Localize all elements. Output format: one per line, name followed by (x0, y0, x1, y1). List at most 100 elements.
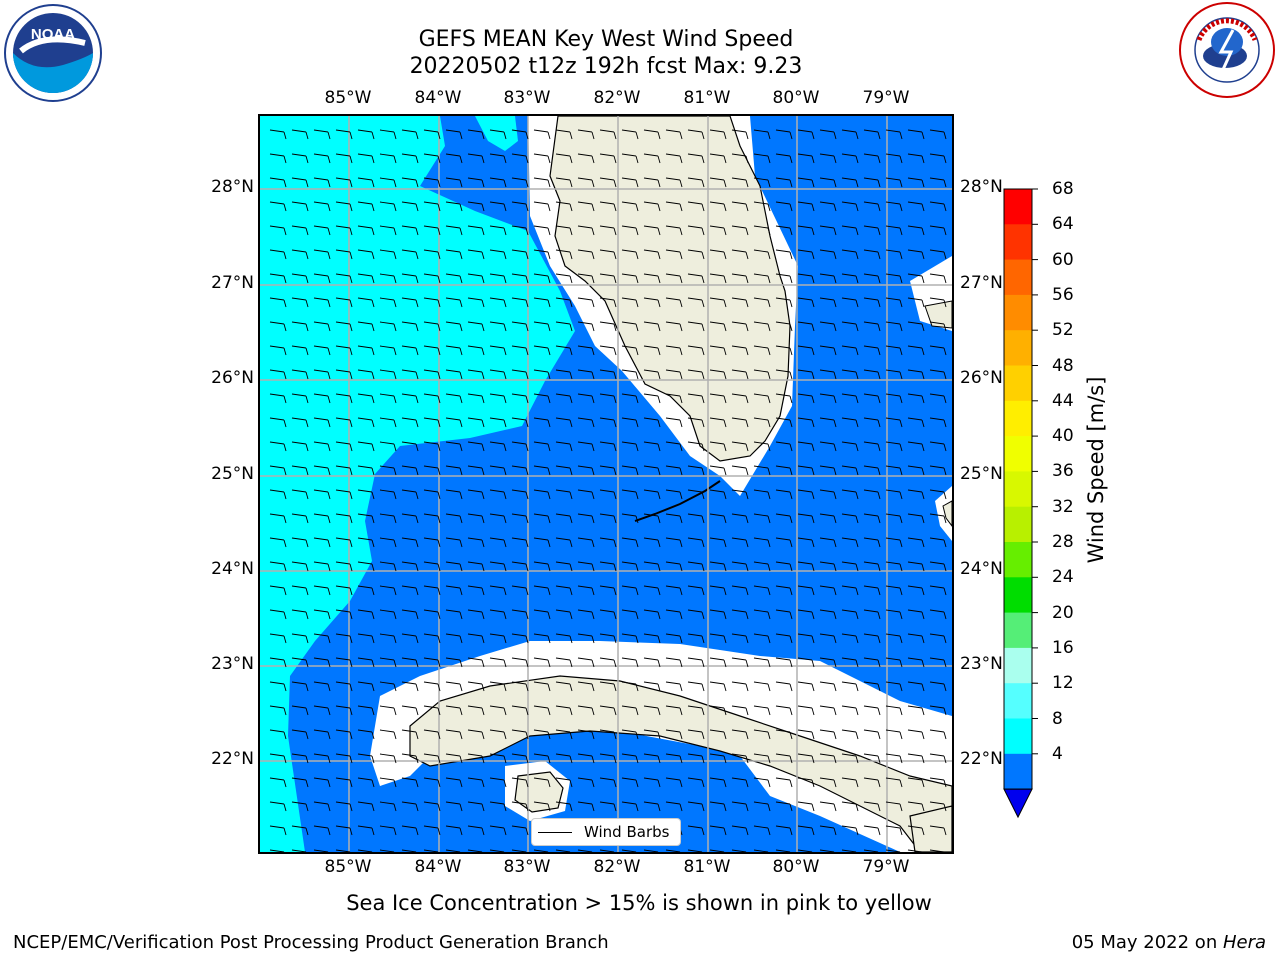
wind-barb (797, 369, 815, 380)
wind-barb (775, 537, 793, 548)
wind-barb (709, 417, 727, 428)
wind-barb (885, 393, 903, 404)
wind-barb (511, 657, 529, 668)
wind-barb (533, 561, 551, 572)
wind-barb (357, 273, 375, 284)
lon-label-bottom: 85°W (324, 857, 372, 877)
wind-barb (401, 225, 419, 236)
wind-barb (511, 225, 529, 236)
wind-barb (929, 537, 947, 548)
wind-barb (291, 753, 309, 764)
wind-barb (797, 753, 815, 764)
wind-barb (401, 201, 419, 212)
wind-barb (753, 561, 771, 572)
wind-barb (621, 369, 639, 380)
wind-barb (291, 297, 309, 308)
wind-barb (511, 321, 529, 332)
wind-barb (863, 441, 881, 452)
wind-barb (489, 705, 507, 716)
wind-barb (929, 609, 947, 620)
wind-barb (313, 849, 329, 852)
colorbar-segment (1004, 577, 1032, 614)
wind-barb (819, 729, 837, 740)
wind-barb (643, 633, 661, 644)
wind-barb (709, 561, 727, 572)
wind-barb (599, 585, 617, 596)
wind-barb (269, 297, 287, 308)
wind-barb (291, 609, 309, 620)
wind-barb (511, 825, 529, 836)
wind-barb (489, 513, 507, 524)
wind-barb (863, 321, 881, 332)
wind-barb (577, 681, 595, 692)
wind-barb (555, 177, 573, 188)
wind-barb (269, 249, 287, 260)
wind-barb (313, 441, 331, 452)
wind-barb (929, 825, 947, 836)
wind-barb (357, 153, 375, 164)
wind-barb (665, 777, 683, 788)
wind-barb (577, 201, 595, 212)
wind-barb (379, 705, 397, 716)
wind-barb (753, 729, 771, 740)
wind-barb (775, 153, 793, 164)
wind-barb (687, 201, 705, 212)
wind-barb (885, 585, 903, 596)
wind-barb (929, 777, 947, 788)
wind-barb (621, 561, 639, 572)
wind-barb (885, 273, 903, 284)
wind-barb (885, 681, 903, 692)
wind-barb (533, 417, 551, 428)
wind-barb (533, 537, 551, 548)
wind-barb (643, 513, 661, 524)
sea-ice-note: Sea Ice Concentration > 15% is shown in … (346, 891, 932, 915)
wind-barb (863, 633, 881, 644)
legend-line-swatch (538, 832, 572, 833)
wind-barb (423, 729, 441, 740)
wind-barb (291, 273, 309, 284)
wind-barb (665, 513, 683, 524)
wind-barb (621, 393, 639, 404)
wind-barb (379, 537, 397, 548)
wind-barb (665, 585, 683, 596)
wind-barb (291, 633, 309, 644)
wind-barb (665, 201, 683, 212)
colorbar-segment (1004, 189, 1032, 225)
land-grand-bahama (924, 300, 952, 329)
wind-barb (643, 705, 661, 716)
wind-barb (819, 513, 837, 524)
wind-barb (687, 153, 705, 164)
wind-barb (775, 369, 793, 380)
lat-label-left: 24°N (211, 559, 254, 579)
wind-barb (885, 849, 901, 852)
wind-barb (687, 777, 705, 788)
wind-barb (665, 465, 683, 476)
wind-barb (621, 681, 639, 692)
wind-barb (665, 657, 683, 668)
colorbar-segment (1004, 259, 1032, 296)
wind-barb (269, 753, 287, 764)
wind-barb (313, 729, 331, 740)
wind-barb (731, 849, 747, 852)
plot-title: GEFS MEAN Key West Wind Speed (418, 27, 794, 52)
wind-barb (643, 345, 661, 356)
wind-barb (269, 801, 287, 812)
wind-barb (291, 801, 309, 812)
wind-barb (445, 225, 463, 236)
wind-barb (841, 681, 859, 692)
wind-barb (533, 657, 551, 668)
wind-barb (379, 849, 395, 852)
wind-barb (379, 441, 397, 452)
graticule (260, 116, 952, 852)
wind-barb (775, 777, 793, 788)
wind-barb (841, 441, 859, 452)
wind-barb (489, 129, 507, 140)
wind-barb (555, 225, 573, 236)
wind-barb (643, 537, 661, 548)
wind-barb (687, 393, 705, 404)
wind-barb (313, 177, 331, 188)
wind-barb (335, 417, 353, 428)
wind-barb (467, 297, 485, 308)
wind-barb (929, 585, 947, 596)
wind-barb (379, 201, 397, 212)
